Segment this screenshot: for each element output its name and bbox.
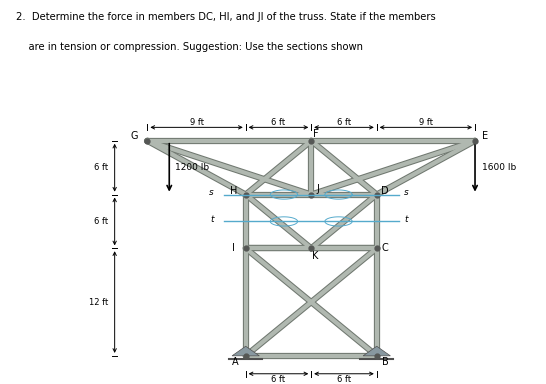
Text: G: G xyxy=(130,131,138,141)
Polygon shape xyxy=(232,346,259,356)
Text: t: t xyxy=(211,215,214,224)
Text: K: K xyxy=(312,251,319,261)
Text: H: H xyxy=(230,186,238,196)
Text: are in tension or compression. Suggestion: Use the sections shown: are in tension or compression. Suggestio… xyxy=(16,42,364,52)
Polygon shape xyxy=(363,346,390,356)
Text: 1600 lb: 1600 lb xyxy=(482,163,516,172)
Text: 6 ft: 6 ft xyxy=(271,375,286,384)
Text: t: t xyxy=(404,215,407,224)
Text: E: E xyxy=(482,131,488,141)
Text: 2.  Determine the force in members DC, HI, and JI of the truss. State if the mem: 2. Determine the force in members DC, HI… xyxy=(16,12,436,22)
Text: 9 ft: 9 ft xyxy=(189,118,204,127)
Text: 6 ft: 6 ft xyxy=(337,375,351,384)
Text: 6 ft: 6 ft xyxy=(94,163,108,172)
Text: 9 ft: 9 ft xyxy=(419,118,433,127)
Text: 12 ft: 12 ft xyxy=(89,298,108,306)
Text: A: A xyxy=(232,357,238,367)
Text: F: F xyxy=(313,129,318,139)
Text: s: s xyxy=(209,188,214,197)
Text: C: C xyxy=(382,243,388,253)
Text: D: D xyxy=(381,186,389,196)
Text: 1200 lb: 1200 lb xyxy=(175,163,209,172)
Text: J: J xyxy=(316,184,319,194)
Text: B: B xyxy=(382,357,388,367)
Text: 6 ft: 6 ft xyxy=(94,217,108,226)
Text: 6 ft: 6 ft xyxy=(337,118,351,127)
Text: s: s xyxy=(404,188,409,197)
Text: 6 ft: 6 ft xyxy=(271,118,286,127)
Text: I: I xyxy=(232,243,235,253)
